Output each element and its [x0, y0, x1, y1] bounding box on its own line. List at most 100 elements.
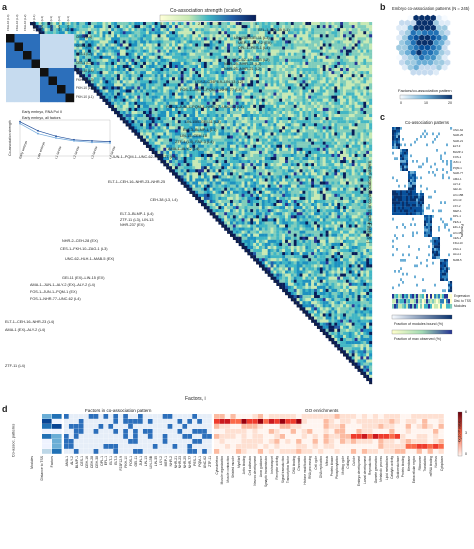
heat-cell — [189, 166, 193, 170]
heat-cell — [203, 92, 207, 96]
heat-cell — [287, 80, 291, 84]
heat-cell — [348, 187, 352, 191]
heat-cell — [134, 129, 138, 133]
heat-cell — [258, 150, 263, 155]
heat-cell — [285, 138, 289, 142]
heat-cell — [221, 49, 225, 53]
heat-cell — [293, 68, 297, 72]
heat-cell — [177, 147, 181, 151]
heat-cell — [296, 163, 300, 167]
heat-cell — [174, 28, 178, 32]
heat-cell — [238, 83, 242, 87]
heat-cell — [279, 129, 283, 133]
heat-cell — [296, 166, 300, 170]
heat-cell — [270, 126, 274, 130]
heat-cell — [174, 64, 178, 69]
heat-cell — [154, 92, 158, 96]
heat-cell — [264, 80, 268, 84]
heat-cell — [140, 117, 144, 121]
heat-cell — [276, 43, 280, 47]
heat-cell — [229, 107, 234, 112]
heat-cell — [276, 166, 280, 170]
heat-cell — [93, 40, 97, 44]
heat-cell — [285, 163, 289, 167]
heat-cell — [296, 40, 300, 44]
heat-cell — [137, 43, 141, 47]
heat-cell — [276, 141, 280, 145]
heat-cell — [366, 83, 370, 87]
heat-cell — [348, 110, 352, 115]
heat-cell — [264, 187, 268, 191]
heat-cell — [189, 92, 193, 96]
heat-cell — [195, 34, 199, 38]
heat-cell — [290, 129, 294, 133]
heat-cell — [296, 71, 300, 75]
heat-cell — [154, 123, 158, 127]
heat-cell — [163, 31, 167, 35]
heat-cell — [172, 61, 176, 66]
heat-cell — [354, 172, 358, 176]
heat-cell — [93, 86, 97, 90]
heat-cell — [93, 83, 97, 87]
heat-cell — [261, 126, 265, 130]
heat-cell — [174, 107, 178, 112]
heat-cell — [76, 28, 80, 32]
heat-cell — [180, 153, 184, 158]
heat-cell — [253, 120, 257, 124]
heat-cell — [343, 163, 347, 167]
heat-cell — [258, 34, 263, 38]
heat-cell — [134, 37, 138, 41]
heat-cell — [148, 46, 152, 50]
heat-cell — [293, 181, 297, 185]
heat-cell — [198, 129, 202, 133]
heat-cell — [128, 71, 132, 75]
heat-cell — [227, 138, 231, 142]
heat-cell — [325, 95, 329, 99]
heat-cell — [183, 71, 187, 75]
heat-cell — [203, 52, 207, 56]
heat-cell — [256, 138, 260, 142]
heat-cell — [201, 123, 205, 127]
heat-cell — [360, 110, 364, 115]
heat-cell — [148, 104, 152, 109]
heat-cell — [241, 95, 245, 99]
heat-cell — [189, 25, 193, 29]
heat-cell — [99, 40, 103, 44]
heat-cell — [99, 77, 103, 81]
heat-cell — [143, 34, 147, 38]
heat-cell — [328, 160, 332, 164]
heat-cell — [218, 175, 222, 179]
heat-cell — [119, 68, 123, 72]
heat-cell — [163, 110, 167, 115]
heat-cell — [267, 147, 271, 151]
heat-cell — [337, 89, 341, 93]
heat-cell — [235, 178, 239, 182]
heat-cell — [148, 64, 152, 69]
heat-cell — [154, 150, 158, 155]
heat-cell — [131, 98, 135, 102]
heat-cell — [195, 114, 199, 118]
heat-cell — [163, 117, 167, 121]
heat-cell — [131, 83, 135, 87]
heat-cell — [102, 86, 106, 90]
heat-cell — [198, 58, 202, 63]
heat-cell — [221, 98, 225, 102]
heat-cell — [186, 34, 190, 38]
heat-cell — [343, 98, 347, 102]
heat-cell — [195, 144, 199, 148]
heat-cell — [273, 126, 277, 130]
heat-cell — [169, 28, 173, 32]
heat-cell — [73, 37, 77, 41]
heat-cell — [348, 181, 352, 185]
heat-cell — [140, 107, 144, 112]
heat-cell — [290, 120, 294, 124]
heat-cell — [354, 160, 358, 164]
heat-cell — [241, 104, 245, 109]
heat-cell — [241, 160, 245, 164]
heat-cell — [137, 95, 141, 99]
heat-cell — [345, 156, 349, 161]
heat-cell — [314, 37, 318, 41]
heat-cell — [296, 138, 300, 142]
heat-cell — [348, 43, 352, 47]
heat-cell — [82, 31, 86, 35]
